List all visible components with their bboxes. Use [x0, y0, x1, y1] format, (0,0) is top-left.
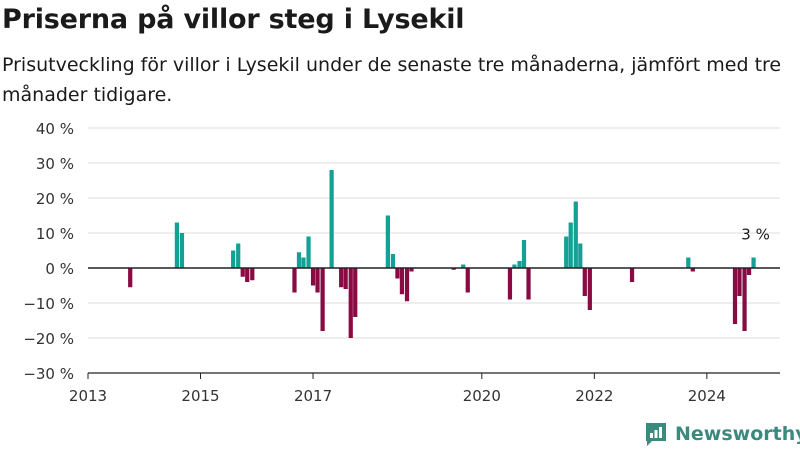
x-tick-label: 2015: [181, 387, 219, 405]
bar: [409, 268, 414, 272]
x-tick-label: 2020: [463, 387, 501, 405]
bar: [737, 268, 742, 296]
y-tick-label: 40 %: [36, 120, 74, 138]
bar: [174, 222, 179, 268]
bar: [587, 268, 592, 310]
bar: [742, 268, 747, 331]
bar: [343, 268, 348, 289]
brand-name: Newsworthy: [675, 423, 800, 445]
bar: [385, 215, 390, 268]
bar: [686, 257, 691, 268]
bar: [461, 264, 466, 268]
bar: [310, 268, 316, 286]
bar: [746, 268, 752, 275]
bar: [315, 268, 320, 293]
bar: [404, 268, 410, 302]
bar: [507, 268, 513, 300]
bar: [348, 268, 353, 338]
bar: [292, 268, 297, 293]
bar: [512, 264, 517, 268]
bar: [582, 268, 587, 296]
grid-lines: [88, 127, 780, 374]
bar: [245, 268, 250, 282]
brand-logo: Newsworthy: [644, 418, 800, 450]
bar: [629, 268, 635, 282]
bar: [390, 254, 396, 268]
bar: [179, 233, 185, 268]
bar: [231, 250, 236, 268]
bar: [339, 268, 344, 288]
bar: [236, 243, 241, 268]
bar: [353, 268, 358, 317]
y-tick-label: −20 %: [23, 330, 74, 348]
bar: [395, 268, 400, 279]
x-tick-label: 2013: [69, 387, 107, 405]
bar: [250, 268, 255, 281]
y-tick-label: −30 %: [23, 365, 74, 383]
y-tick-label: 30 %: [36, 155, 74, 173]
bar: [306, 236, 311, 268]
x-axis: 2013 2015 2017 2020 2022 2024: [69, 372, 780, 405]
bar: [568, 222, 573, 268]
y-tick-label: 0 %: [45, 260, 74, 278]
y-tick-label: −10 %: [23, 295, 74, 313]
annotations: 3 %: [741, 226, 770, 244]
bar: [526, 268, 531, 300]
chart-title: Priserna på villor steg i Lysekil: [2, 4, 465, 35]
x-tick-label: 2022: [575, 387, 613, 405]
chart-subtitle: Prisutveckling för villor i Lysekil unde…: [2, 54, 782, 106]
bar: [329, 170, 334, 268]
y-tick-label: 20 %: [36, 190, 74, 208]
bar: [451, 268, 456, 270]
bar: [240, 268, 245, 277]
x-tick-label: 2024: [688, 387, 726, 405]
bar: [573, 201, 578, 268]
y-axis-ticks: −30 % −20 % −10 % 0 % 10 % 20 % 30 % 40 %: [23, 120, 74, 383]
bar: [399, 268, 405, 295]
bar: [751, 257, 756, 268]
value-label: 3 %: [741, 226, 770, 244]
bar: [465, 268, 470, 293]
bar: [320, 268, 325, 331]
newsworthy-logo-icon: [646, 423, 666, 446]
bar: [578, 243, 583, 268]
bar: [128, 268, 133, 288]
bar: [564, 236, 569, 268]
bar: [517, 261, 522, 268]
bar: [296, 252, 302, 268]
bar: [690, 268, 695, 272]
bar: [521, 240, 527, 268]
bar: [301, 257, 306, 268]
bar-series: [128, 170, 756, 338]
x-tick-label: 2017: [294, 387, 332, 405]
bar: [732, 268, 738, 324]
y-tick-label: 10 %: [36, 225, 74, 243]
